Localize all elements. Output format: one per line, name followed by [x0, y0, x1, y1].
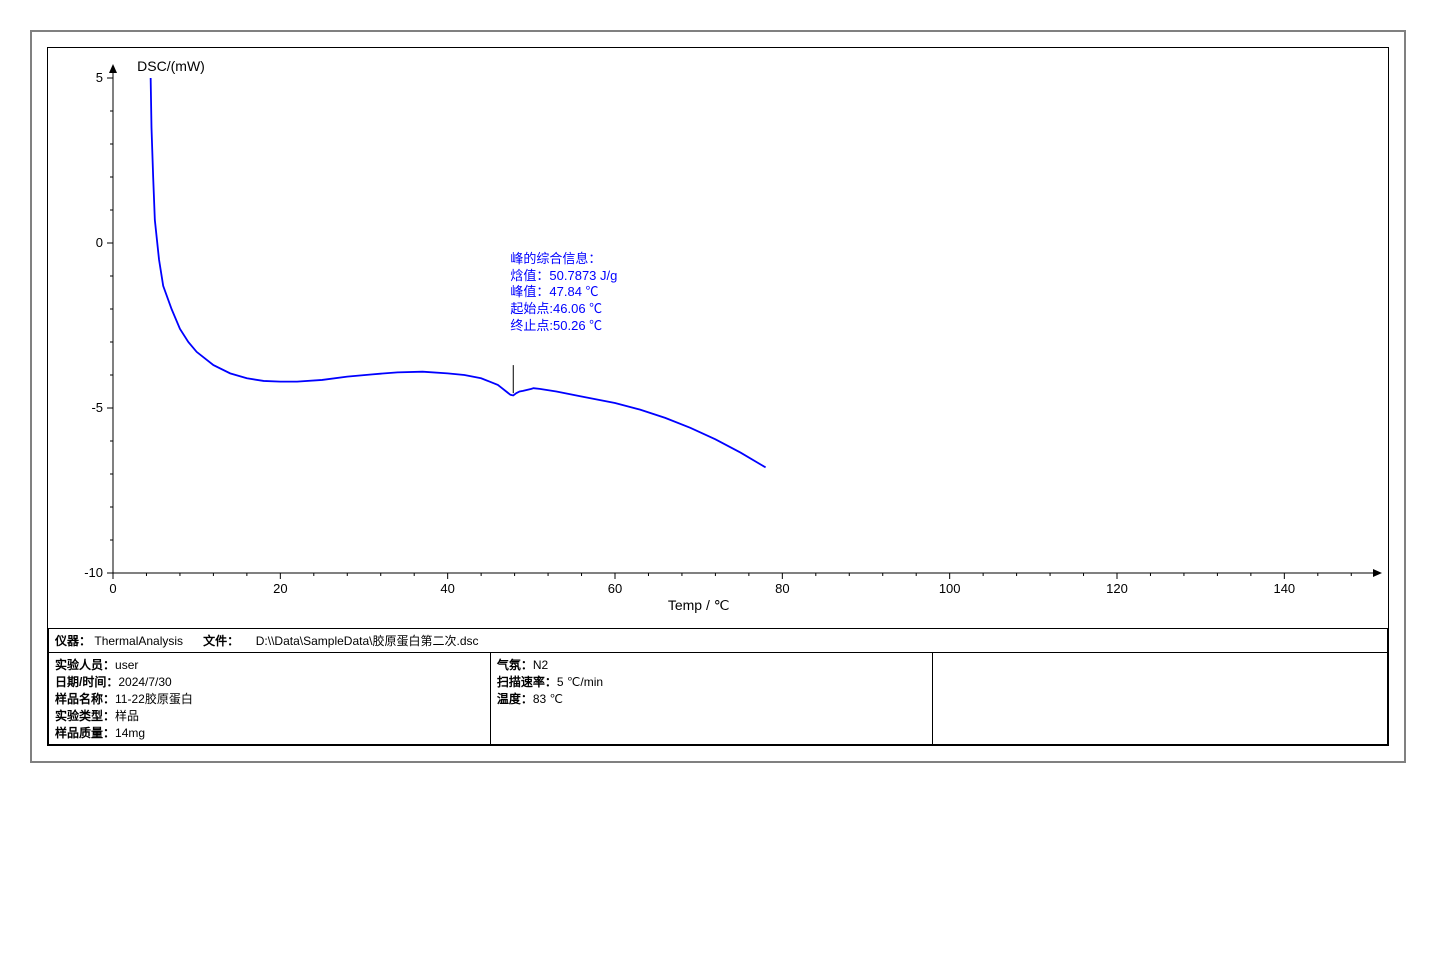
metadata-label: 样品名称：: [55, 692, 115, 706]
file-value: D:\\Data\SampleData\胶原蛋白第二次.dsc: [256, 634, 479, 648]
metadata-col2: 气氛：N2扫描速率：5 ℃/min温度：83 ℃: [490, 653, 932, 745]
metadata-value: 11-22胶原蛋白: [115, 692, 193, 706]
metadata-label: 样品质量：: [55, 726, 115, 740]
svg-text:120: 120: [1106, 581, 1128, 596]
svg-text:0: 0: [109, 581, 116, 596]
svg-text:-5: -5: [91, 400, 103, 415]
metadata-row: 实验人员：user: [55, 656, 484, 673]
svg-text:0: 0: [96, 235, 103, 250]
metadata-row: 温度：83 ℃: [497, 690, 926, 707]
metadata-table: 仪器： ThermalAnalysis 文件： D:\\Data\SampleD…: [48, 628, 1388, 745]
metadata-col3: [932, 653, 1387, 745]
metadata-value: 2024/7/30: [118, 675, 171, 689]
metadata-label: 扫描速率：: [497, 675, 557, 689]
inner-frame: 0 20 40 60 80 100 120 140 -10 -5 0 5 Temp / ℃ DSC/(mW…: [47, 47, 1389, 746]
metadata-label: 气氛：: [497, 658, 533, 672]
metadata-row: 样品质量：14mg: [55, 724, 484, 741]
svg-text:5: 5: [96, 70, 103, 85]
svg-text:40: 40: [440, 581, 454, 596]
metadata-value: 样品: [115, 709, 139, 723]
metadata-row: 日期/时间：2024/7/30: [55, 673, 484, 690]
metadata-value: 83 ℃: [533, 692, 563, 706]
dsc-chart: 0 20 40 60 80 100 120 140 -10 -5 0 5 Temp / ℃ DSC/(mW…: [48, 48, 1388, 628]
svg-text:80: 80: [775, 581, 789, 596]
metadata-label: 实验人员：: [55, 658, 115, 672]
svg-text:Temp / ℃: Temp / ℃: [668, 597, 730, 613]
svg-text:140: 140: [1273, 581, 1295, 596]
metadata-row: 扫描速率：5 ℃/min: [497, 673, 926, 690]
svg-text:20: 20: [273, 581, 287, 596]
svg-text:-10: -10: [84, 565, 103, 580]
metadata-value: 5 ℃/min: [557, 675, 603, 689]
header-row: 仪器： ThermalAnalysis 文件： D:\\Data\SampleD…: [49, 629, 1388, 653]
chart-svg: 0 20 40 60 80 100 120 140 -10 -5 0 5 Temp / ℃ DSC/(mW…: [48, 48, 1388, 628]
svg-text:100: 100: [939, 581, 961, 596]
svg-text:DSC/(mW): DSC/(mW): [137, 58, 205, 74]
instrument-value: ThermalAnalysis: [94, 634, 183, 648]
metadata-label: 实验类型：: [55, 709, 115, 723]
metadata-row: 样品名称：11-22胶原蛋白: [55, 690, 484, 707]
metadata-row: 气氛：N2: [497, 656, 926, 673]
instrument-label: 仪器：: [55, 634, 91, 648]
metadata-value: 14mg: [115, 726, 145, 740]
metadata-row: 实验类型：样品: [55, 707, 484, 724]
metadata-value: user: [115, 658, 138, 672]
file-label: 文件：: [203, 634, 239, 648]
metadata-value: N2: [533, 658, 548, 672]
outer-frame: 0 20 40 60 80 100 120 140 -10 -5 0 5 Temp / ℃ DSC/(mW…: [30, 30, 1406, 763]
svg-text:60: 60: [608, 581, 622, 596]
metadata-label: 温度：: [497, 692, 533, 706]
metadata-col1: 实验人员：user日期/时间：2024/7/30样品名称：11-22胶原蛋白实验…: [49, 653, 491, 745]
metadata-label: 日期/时间：: [55, 675, 118, 689]
